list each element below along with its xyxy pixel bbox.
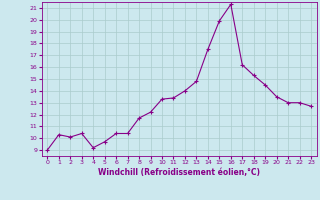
X-axis label: Windchill (Refroidissement éolien,°C): Windchill (Refroidissement éolien,°C) [98, 168, 260, 177]
